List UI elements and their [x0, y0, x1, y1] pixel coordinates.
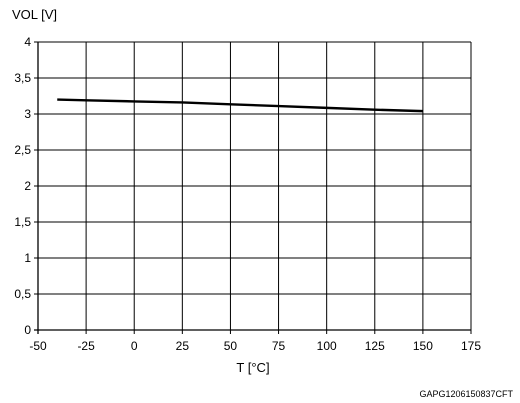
- y-tick-label: 1: [24, 251, 31, 265]
- y-tick-labels: 0 0,5 1 1,5 2 2,5 3 3,5 4: [14, 35, 31, 337]
- x-tick-label: 175: [461, 339, 481, 353]
- y-tick-label: 2,5: [14, 143, 31, 157]
- x-tick-label: 25: [176, 339, 190, 353]
- x-tick-label: 125: [365, 339, 385, 353]
- axes: [34, 41, 472, 334]
- y-tick-label: 0: [24, 323, 31, 337]
- y-tick-label: 2: [24, 179, 31, 193]
- x-tick-label: 100: [317, 339, 337, 353]
- series-line: [57, 98, 423, 113]
- x-tick-label: -50: [29, 339, 47, 353]
- y-tick-label: 4: [24, 35, 31, 49]
- y-tick-label: 3: [24, 107, 31, 121]
- x-tick-label: 75: [272, 339, 286, 353]
- x-tick-labels: -50 -25 0 25 50 75 100 125 150 175: [29, 339, 481, 353]
- y-tick-label: 1,5: [14, 215, 31, 229]
- series-layer: [57, 98, 423, 113]
- grid: [37, 41, 472, 331]
- x-tick-label: 50: [224, 339, 238, 353]
- x-tick-label: -25: [77, 339, 95, 353]
- y-axis-title: VOL [V]: [12, 7, 57, 22]
- x-tick-label: 0: [131, 339, 138, 353]
- x-axis-title: T [°C]: [236, 360, 269, 375]
- figure-code: GAPG1206150837CFT: [419, 389, 513, 399]
- y-tick-label: 0,5: [14, 287, 31, 301]
- x-tick-label: 150: [413, 339, 433, 353]
- y-tick-label: 3,5: [14, 71, 31, 85]
